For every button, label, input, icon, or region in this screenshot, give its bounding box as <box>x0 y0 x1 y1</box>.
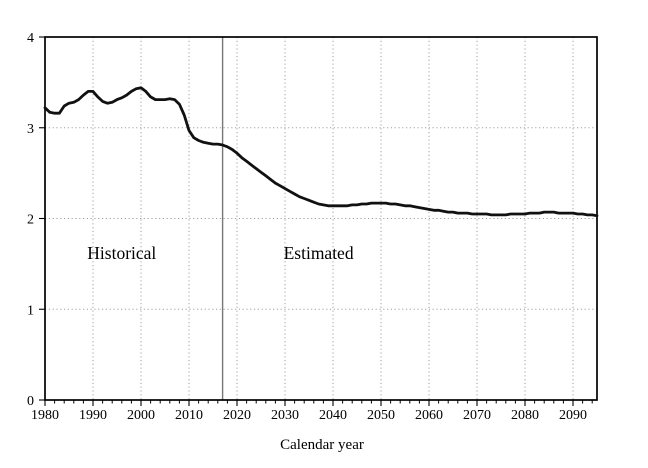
tick-layer <box>39 36 593 406</box>
x-tick-label: 2050 <box>367 408 395 423</box>
y-tick-label: 2 <box>27 213 34 228</box>
annotation-historical: Historical <box>87 243 156 263</box>
grid-layer <box>45 37 597 400</box>
x-tick-label: 2030 <box>271 408 299 423</box>
x-tick-label: 2070 <box>463 408 491 423</box>
x-tick-label: 1980 <box>31 408 59 423</box>
x-tick-label: 2000 <box>127 408 155 423</box>
tick-label-layer: 1980 1990 2000 2010 2020 2030 2040 2050 2060 2070… <box>27 31 587 423</box>
y-tick-label: 1 <box>27 303 34 318</box>
x-tick-label: 2090 <box>559 408 587 423</box>
annotation-estimated: Estimated <box>284 243 354 263</box>
x-tick-label: 2020 <box>223 408 251 423</box>
y-tick-label: 3 <box>27 122 34 137</box>
plot-border <box>44 36 598 401</box>
x-tick-label: 2060 <box>415 408 443 423</box>
y-tick-label: 4 <box>27 31 34 46</box>
data-line <box>43 86 599 218</box>
x-tick-label: 2040 <box>319 408 347 423</box>
x-tick-label: 2080 <box>511 408 539 423</box>
x-tick-label: 1990 <box>79 408 107 423</box>
x-tick-label: 2010 <box>175 408 203 423</box>
y-tick-label: 0 <box>27 394 34 409</box>
x-axis-title: Calendar year <box>280 437 364 453</box>
